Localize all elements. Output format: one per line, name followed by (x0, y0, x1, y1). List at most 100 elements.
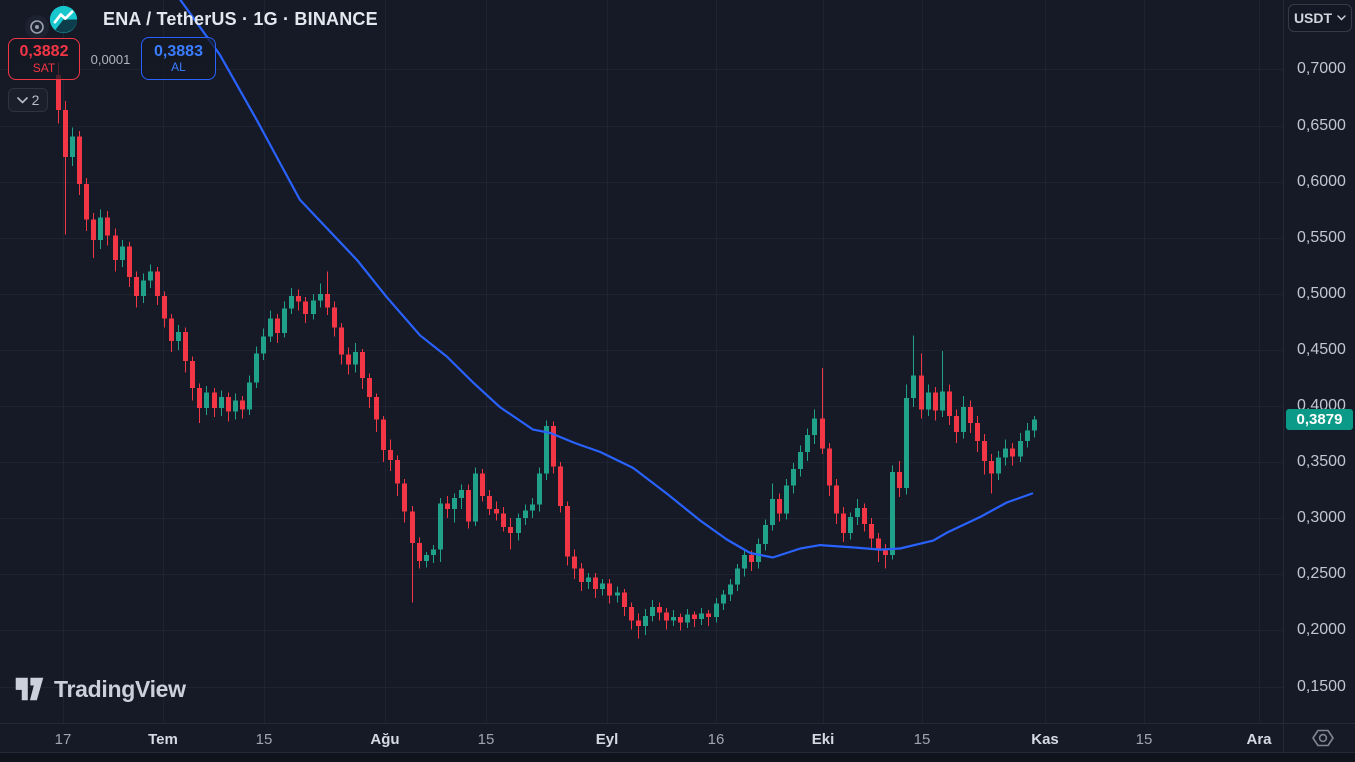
candle-body (572, 556, 577, 569)
time-axis-label: Tem (148, 731, 178, 748)
candle-body (395, 459, 400, 484)
candle-body (607, 583, 612, 596)
candle-body (876, 538, 881, 551)
time-axis-label: 15 (913, 731, 931, 748)
price-axis-label: 0,2500 (1297, 565, 1346, 583)
candle-body (699, 613, 704, 620)
candle-body (353, 352, 358, 365)
symbol-logo (49, 5, 78, 34)
candle-body (77, 136, 82, 184)
buy-label: AL (171, 60, 186, 75)
currency-unit-button[interactable]: USDT (1288, 4, 1352, 32)
candle-body (742, 555, 747, 569)
candle-body (728, 584, 733, 595)
gear-icon (1312, 729, 1334, 747)
candle-body (289, 296, 294, 309)
candle-body (127, 246, 132, 277)
candle-body (735, 568, 740, 585)
candle-body (431, 549, 436, 556)
candle-body (714, 603, 719, 617)
candle-body (636, 620, 641, 626)
buy-button[interactable]: 0,3883 AL (141, 37, 216, 80)
price-axis-label: 0,6000 (1297, 172, 1346, 190)
candle-body (417, 542, 422, 561)
candle-body (473, 473, 478, 522)
candle-body (339, 327, 344, 355)
chart-canvas[interactable] (0, 0, 1283, 723)
candle-body (848, 517, 853, 533)
current-price-value: 0,3879 (1296, 411, 1343, 429)
candle-body (579, 568, 584, 583)
sell-price: 0,3882 (19, 43, 69, 61)
candle-body (1032, 419, 1037, 431)
candle-body (600, 583, 605, 589)
candle-body (805, 435, 810, 453)
price-axis-label: 0,3000 (1297, 509, 1346, 527)
collapse-button[interactable]: 2 (8, 88, 48, 112)
candle-body (657, 606, 662, 613)
candle-body (827, 448, 832, 486)
candle-body (410, 511, 415, 543)
candle-body (275, 318, 280, 334)
ma-line (179, 0, 1034, 559)
candle-body (183, 331, 188, 362)
source-button[interactable] (25, 15, 49, 39)
candle-body (904, 398, 909, 488)
chevron-down-icon (16, 96, 28, 104)
time-axis-label: Eyl (595, 731, 619, 748)
candle-body (367, 377, 372, 398)
candle-body (763, 524, 768, 545)
candle-body (204, 392, 209, 409)
candle-body (996, 457, 1001, 474)
candle-body (911, 375, 916, 399)
candle-body (438, 503, 443, 550)
time-axis[interactable]: 17 Tem 15 Ağu 15 Eyl 16 Eki 15 Kas 15 Ara (0, 723, 1355, 752)
candle-body (982, 440, 987, 461)
candle-body (212, 392, 217, 409)
candle-body (516, 518, 521, 533)
candle-body (756, 544, 761, 562)
sell-button[interactable]: 0,3882 SAT (8, 38, 80, 80)
candle-body (869, 523, 874, 539)
time-axis-label: Kas (1031, 731, 1059, 748)
candle-body (303, 301, 308, 314)
candle-body (148, 271, 153, 281)
candle-body (176, 331, 181, 341)
candle-body (678, 616, 683, 623)
time-axis-label: Eki (811, 731, 835, 748)
candle-body (296, 296, 301, 302)
candle-body (551, 426, 556, 467)
candle-body (961, 407, 966, 432)
candle-body (113, 235, 118, 261)
candle-body (954, 416, 959, 432)
candle-body (169, 318, 174, 341)
price-axis-label: 0,6500 (1297, 116, 1346, 134)
ena-coin-icon (49, 5, 78, 34)
watermark-text: TradingView (54, 675, 186, 702)
symbol-title[interactable]: ENA / TetherUS · 1G · BINANCE (103, 9, 378, 29)
candle-body (791, 468, 796, 486)
candle-body (452, 498, 457, 510)
price-axis-label: 0,2000 (1297, 621, 1346, 639)
candle-body (360, 352, 365, 378)
candle-body (586, 577, 591, 583)
collapse-count: 2 (31, 92, 40, 108)
candle-body (671, 616, 676, 621)
candle-body (1025, 430, 1030, 441)
candle-body (346, 354, 351, 365)
axis-settings-button[interactable] (1309, 725, 1337, 751)
candle-body (1018, 440, 1023, 457)
candle-body (1010, 448, 1015, 457)
price-axis[interactable]: 0,7000 0,6500 0,6000 0,5500 0,5000 0,4500 0,40… (1283, 0, 1355, 752)
candle-body (784, 485, 789, 514)
target-icon (30, 20, 44, 34)
candle-body (975, 422, 980, 441)
candle-body (190, 361, 195, 389)
candle-body (820, 418, 825, 449)
candle-body (615, 592, 620, 596)
candle-body (105, 217, 110, 236)
candle-body (487, 495, 492, 510)
candle-body (261, 336, 266, 354)
candle-body (445, 503, 450, 510)
